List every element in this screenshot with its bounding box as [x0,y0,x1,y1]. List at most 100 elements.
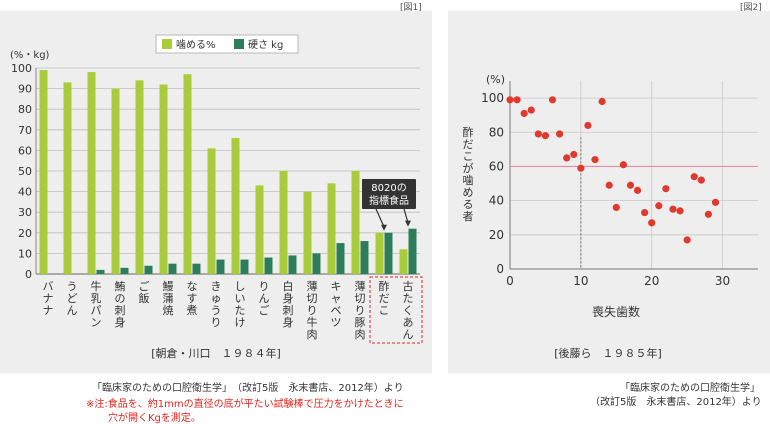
bar-chart-caption: [朝倉・川口 １９８４年] [151,346,281,360]
data-point [541,132,550,140]
bar [231,138,240,274]
x-tick-label: 10 [573,274,588,288]
bar [375,232,384,274]
bar [360,241,369,274]
data-point [683,236,691,244]
y-axis-label: 酢だこが噛める者 [463,125,474,223]
legend-swatch [162,39,172,49]
bar [63,82,72,274]
category-label: 薄切り牛肉 [307,279,318,341]
bar [183,74,192,275]
bar [87,72,96,274]
bar [207,148,216,274]
annotation-text: 8020の [371,183,406,194]
legend-swatch [234,39,244,49]
category-label: うどん [67,280,78,317]
bar-chart: 0 10 20 30 40 50 60 70 80 90 100(%・kg) 噛める% 硬さ kg バナナ… [10,34,423,360]
category-label: 薄切り豚肉 [355,279,366,341]
data-point [711,198,720,206]
data-point [548,96,557,104]
bar [279,171,288,274]
data-point [556,130,564,138]
source-citation-2-edition: （改訂5版 永末書店、2012年）より [590,397,762,408]
bar [399,249,408,274]
bar [255,185,264,274]
bar [312,253,321,274]
data-point [527,106,535,114]
data-point [641,209,649,217]
y-tick-label: 0 [496,262,504,276]
category-label: なす煮 [187,280,198,317]
y-tick-label: 90 [18,83,32,96]
legend-label: 硬さ kg [248,39,283,51]
category-label: 鮪の刺身 [115,279,126,329]
y-tick-label: 20 [489,228,504,242]
bar [216,259,225,274]
bar [192,263,201,274]
bar [96,269,105,274]
y-tick-label: 70 [18,124,32,137]
data-point [704,210,712,218]
data-point [676,207,684,215]
data-point [563,154,571,162]
y-unit-label: (%) [486,73,505,86]
y-tick-label: 20 [18,227,32,240]
bar [135,80,144,274]
bar [351,171,360,274]
category-label: りんご [259,280,270,317]
x-tick-label: 30 [715,274,730,288]
data-point [633,186,642,194]
y-tick-label: 80 [489,125,504,139]
y-tick-label: 80 [18,103,32,116]
y-tick-label: 100 [481,91,504,105]
bar [327,183,336,274]
category-label: 酢だこ [379,279,390,317]
data-point [591,156,599,164]
y-tick-label: 40 [489,194,504,208]
scatter-chart: 0 20 40 60 80 100 0 10 20 30 (%) 喪失歯数 酢だこが噛める者 [後藤ら １… [463,73,758,360]
y-tick-label: 60 [489,159,504,173]
category-label: 白身刺身 [283,279,294,329]
note-line-2: 穴が開くKgを測定。 [108,413,201,424]
x-tick-label: 0 [506,274,514,288]
y-tick-label: 10 [18,247,32,260]
data-point [626,181,635,189]
data-point [619,161,627,169]
data-point [598,97,606,106]
y-tick-label: 60 [18,144,32,157]
bar [120,267,129,274]
data-point [662,185,670,193]
data-point [584,121,592,130]
annotation-text: 指標食品 [369,194,409,207]
source-citation-2-title: 「臨床家のための口腔衛生学」 [620,383,760,394]
category-label: ご飯 [139,279,150,305]
data-point [690,173,698,181]
annotation-arrowhead [405,220,411,227]
bar [240,259,249,274]
y-tick-label: 100 [11,62,32,75]
data-point [669,205,677,213]
data-point [648,219,656,227]
bar [408,228,417,274]
bar [303,191,312,274]
category-label: しいたけ [235,280,246,329]
category-label: バナナ [43,280,54,317]
annotation-arrow [403,208,409,223]
category-label: 牛乳パン [91,279,102,329]
annotation-arrow [375,208,385,228]
figure-2-label: [図2] [740,3,762,13]
source-citation-1: 「臨床家のための口腔衛生学」 （改訂5版 永末書店、2012年）より [92,383,404,394]
scatter-chart-caption: [後藤ら １９８５年] [554,346,662,360]
bar-chart-panel: 0 10 20 30 40 50 60 70 80 90 100 (%・kg) 噛める% 硬さ kg バナナ… [0,11,432,373]
bar [288,255,297,274]
data-point [697,176,705,184]
data-point [655,202,663,210]
category-label: きゅうり [211,280,222,329]
annotation-box [362,179,416,209]
note-line-1: ※注:食品を、約1mmの直径の底が平たい試験棒で圧力をかけたときに [86,399,404,410]
bar [144,265,153,274]
y-unit-label: (%・kg) [10,50,50,61]
y-tick-label: 30 [18,206,32,219]
bar [159,84,168,274]
legend-label: 噛める% [176,38,216,51]
